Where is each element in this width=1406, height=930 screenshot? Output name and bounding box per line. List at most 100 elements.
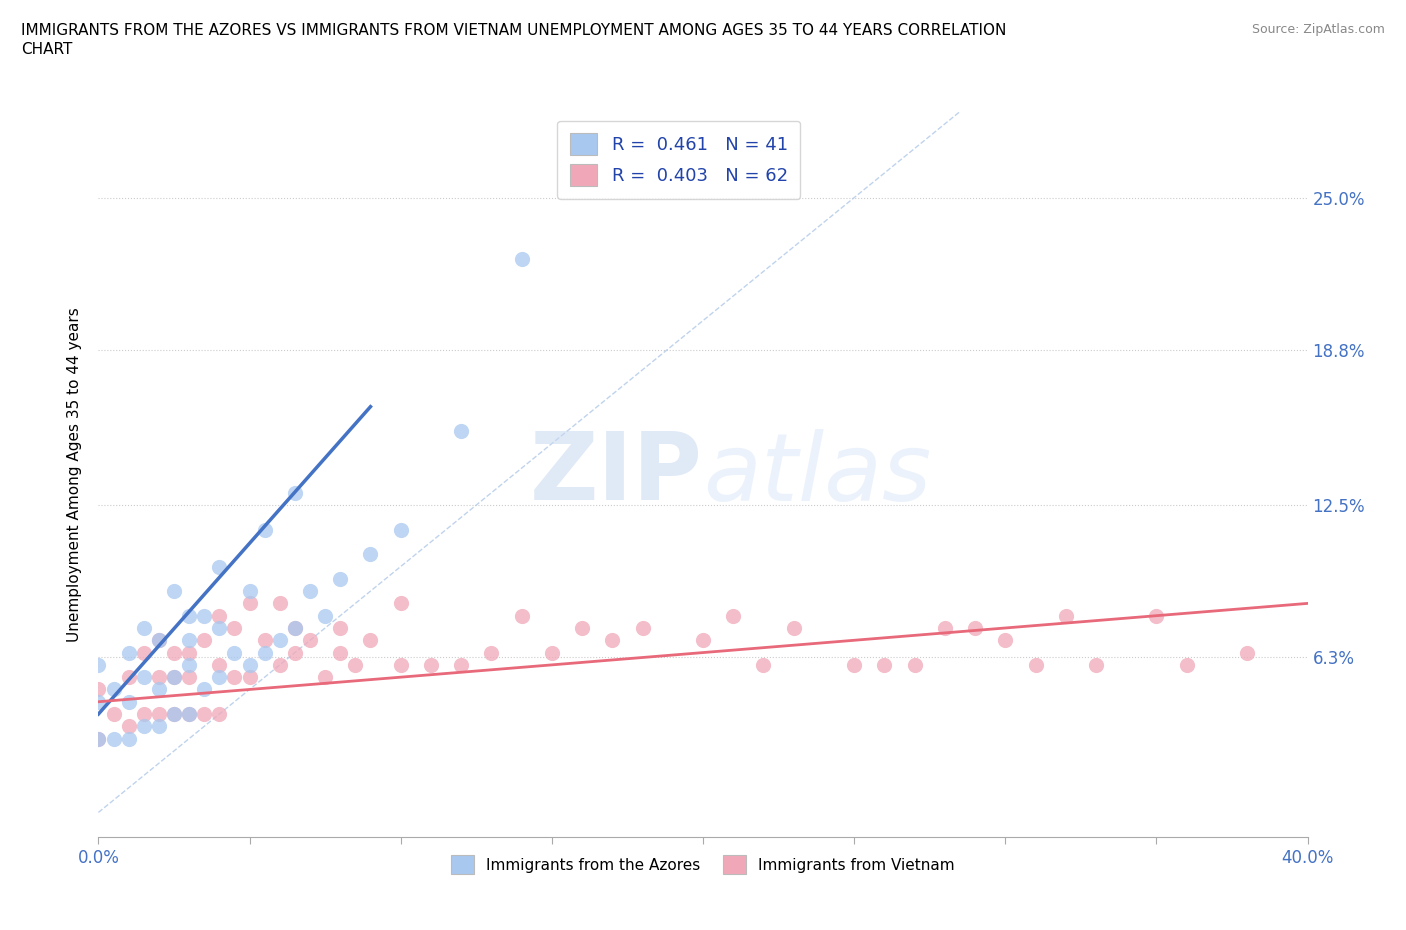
Point [224, 645, 246, 660]
Point [163, 707, 186, 722]
Point [208, 658, 231, 672]
Point [1175, 658, 1198, 672]
Point [224, 670, 246, 684]
Point [299, 584, 322, 599]
Point [389, 596, 412, 611]
Point [224, 620, 246, 635]
Point [87, 731, 110, 746]
Point [269, 658, 291, 672]
Point [148, 682, 170, 697]
Text: Source: ZipAtlas.com: Source: ZipAtlas.com [1251, 23, 1385, 36]
Point [208, 670, 231, 684]
Point [329, 645, 352, 660]
Point [329, 620, 352, 635]
Point [692, 632, 714, 647]
Point [148, 719, 170, 734]
Point [269, 632, 291, 647]
Point [1144, 608, 1167, 623]
Point [934, 620, 956, 635]
Point [1024, 658, 1046, 672]
Point [163, 707, 186, 722]
Point [118, 670, 141, 684]
Point [510, 608, 533, 623]
Point [752, 658, 775, 672]
Point [284, 645, 307, 660]
Point [179, 707, 201, 722]
Legend: Immigrants from the Azores, Immigrants from Vietnam: Immigrants from the Azores, Immigrants f… [444, 849, 962, 880]
Point [239, 658, 262, 672]
Point [284, 620, 307, 635]
Point [179, 658, 201, 672]
Point [179, 608, 201, 623]
Point [118, 719, 141, 734]
Point [132, 707, 155, 722]
Point [360, 547, 382, 562]
Point [193, 632, 215, 647]
Point [571, 620, 593, 635]
Text: atlas: atlas [703, 429, 931, 520]
Point [253, 522, 276, 537]
Point [284, 485, 307, 500]
Point [118, 695, 141, 710]
Point [193, 682, 215, 697]
Point [148, 707, 170, 722]
Point [389, 522, 412, 537]
Point [450, 424, 472, 439]
Point [132, 645, 155, 660]
Point [179, 707, 201, 722]
Point [783, 620, 806, 635]
Point [1085, 658, 1108, 672]
Point [163, 670, 186, 684]
Point [87, 658, 110, 672]
Point [253, 632, 276, 647]
Point [284, 620, 307, 635]
Point [179, 632, 201, 647]
Point [163, 670, 186, 684]
Point [239, 670, 262, 684]
Point [239, 584, 262, 599]
Point [873, 658, 896, 672]
Point [723, 608, 745, 623]
Point [360, 632, 382, 647]
Point [193, 608, 215, 623]
Point [314, 670, 336, 684]
Point [179, 670, 201, 684]
Point [163, 584, 186, 599]
Text: ZIP: ZIP [530, 429, 703, 520]
Point [103, 731, 125, 746]
Point [118, 731, 141, 746]
Point [87, 682, 110, 697]
Point [253, 645, 276, 660]
Point [481, 645, 503, 660]
Point [540, 645, 562, 660]
Point [299, 632, 322, 647]
Point [87, 695, 110, 710]
Point [148, 670, 170, 684]
Point [314, 608, 336, 623]
Point [163, 645, 186, 660]
Point [1236, 645, 1258, 660]
Point [208, 608, 231, 623]
Point [179, 645, 201, 660]
Point [132, 719, 155, 734]
Point [132, 620, 155, 635]
Point [132, 670, 155, 684]
Point [118, 645, 141, 660]
Point [344, 658, 367, 672]
Point [965, 620, 987, 635]
Y-axis label: Unemployment Among Ages 35 to 44 years: Unemployment Among Ages 35 to 44 years [67, 307, 83, 642]
Point [269, 596, 291, 611]
Point [904, 658, 927, 672]
Point [103, 707, 125, 722]
Point [148, 632, 170, 647]
Text: IMMIGRANTS FROM THE AZORES VS IMMIGRANTS FROM VIETNAM UNEMPLOYMENT AMONG AGES 35: IMMIGRANTS FROM THE AZORES VS IMMIGRANTS… [21, 23, 1007, 38]
Point [631, 620, 654, 635]
Point [420, 658, 443, 672]
Point [1054, 608, 1077, 623]
Point [208, 559, 231, 574]
Point [208, 620, 231, 635]
Text: CHART: CHART [21, 42, 73, 57]
Point [450, 658, 472, 672]
Point [389, 658, 412, 672]
Point [602, 632, 624, 647]
